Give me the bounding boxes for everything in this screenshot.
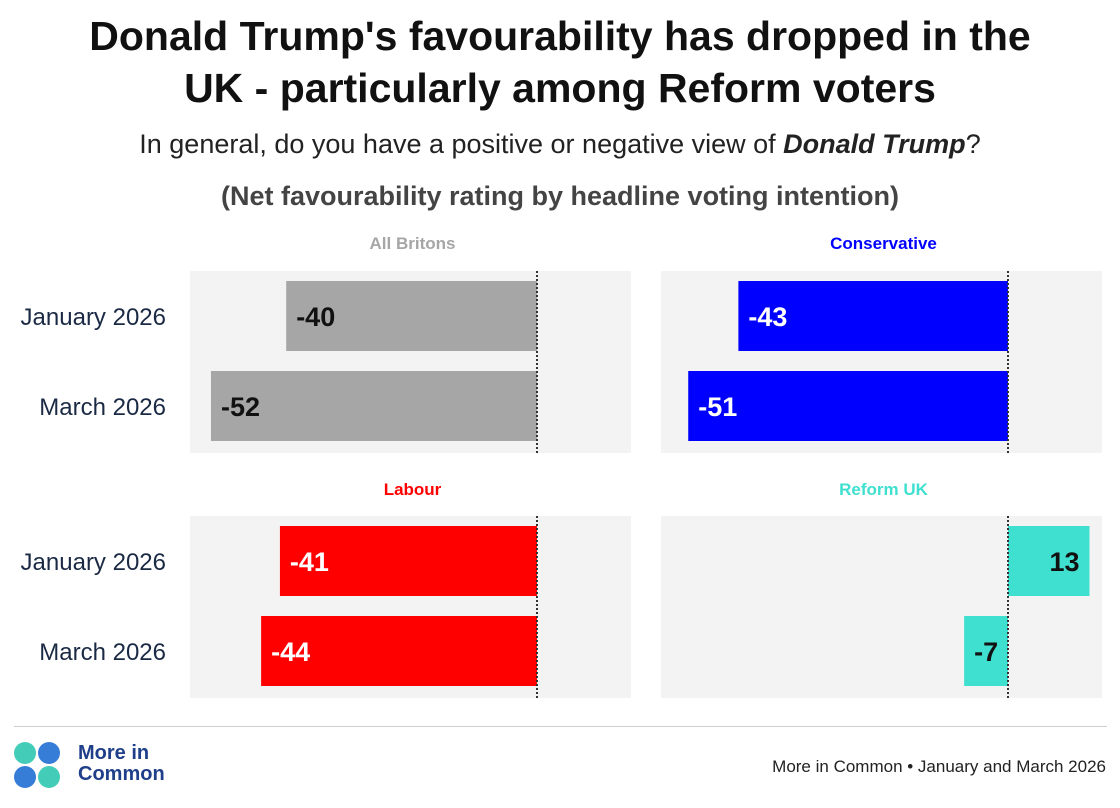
- bar: [738, 281, 1008, 351]
- bar: [210, 371, 537, 441]
- brand-line-1: More in: [78, 742, 150, 764]
- subtitle-prefix: In general, do you have a positive or ne…: [139, 129, 784, 159]
- chart-title: Donald Trump's favourability has dropped…: [0, 10, 1120, 114]
- data-label: -41: [290, 547, 329, 577]
- data-label: -52: [221, 392, 260, 422]
- bar: [964, 616, 1008, 686]
- footer-divider: [14, 726, 1107, 727]
- data-label: -7: [974, 637, 998, 667]
- category-label: March 2026: [39, 639, 166, 666]
- question-subtitle: In general, do you have a positive or ne…: [0, 126, 1120, 162]
- panel-1: Conservative -43 -51: [661, 234, 1102, 453]
- measure-note: (Net favourability rating by headline vo…: [220, 181, 900, 211]
- panel-title: Reform UK: [839, 480, 929, 499]
- data-label: -40: [296, 302, 335, 332]
- data-label: -43: [748, 302, 787, 332]
- logo-circle: [38, 766, 60, 788]
- bar: [261, 616, 537, 686]
- brand-line-2: Common: [78, 763, 165, 785]
- source-note: More in Common • January and March 2026: [772, 757, 1106, 776]
- logo-circle: [38, 742, 60, 764]
- title-line-1: Donald Trump's favourability has dropped…: [89, 13, 1031, 59]
- panel-title: Conservative: [830, 234, 937, 253]
- data-label: -44: [271, 637, 310, 667]
- bar: [688, 371, 1008, 441]
- category-label: March 2026: [39, 394, 166, 421]
- title-line-2: UK - particularly among Reform voters: [184, 65, 936, 111]
- category-label: January 2026: [21, 549, 166, 576]
- bar: [286, 281, 537, 351]
- panel-2: Labour -41 January 2026 -44 March 2026: [21, 480, 631, 698]
- category-label: January 2026: [21, 304, 166, 331]
- data-label: 13: [1049, 547, 1079, 577]
- bar: [279, 526, 537, 596]
- logo-circle: [14, 766, 36, 788]
- subtitle-suffix: ?: [965, 129, 981, 159]
- panel-title: Labour: [384, 480, 442, 499]
- logo-circle: [14, 742, 36, 764]
- data-label: -51: [698, 392, 737, 422]
- panel-0: All Britons -40 January 2026 -52 March 2026: [21, 234, 631, 453]
- panel-title: All Britons: [370, 234, 456, 253]
- more-in-common-logo-icon: [14, 742, 60, 788]
- brand-name: More in Common: [78, 743, 165, 785]
- panel-3: Reform UK 13 -7: [661, 480, 1102, 698]
- bar: [1008, 526, 1090, 596]
- subtitle-emphasis: Donald Trump: [783, 129, 966, 159]
